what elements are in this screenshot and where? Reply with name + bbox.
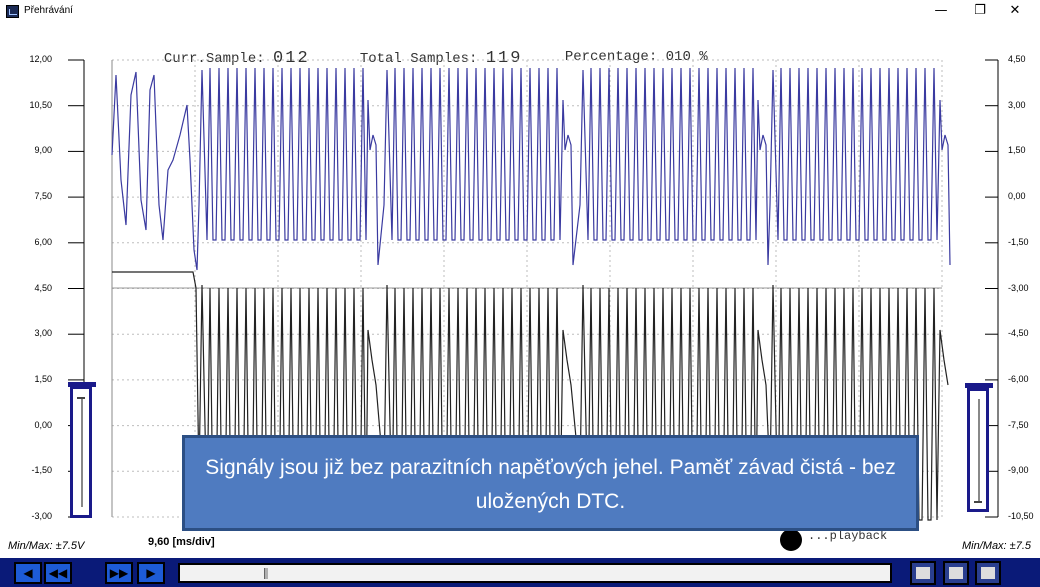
restore-button[interactable]: ❐	[974, 3, 986, 18]
right-tick-label: -6,00	[1008, 373, 1029, 384]
right-tick-label: -3,00	[1008, 282, 1029, 293]
right-tick-label: -4,50	[1008, 328, 1029, 339]
left-tick-label: 4,50	[34, 282, 52, 293]
right-slider-cap	[965, 383, 993, 388]
timebase-label: 9,60 [ms/div]	[148, 536, 215, 548]
left-slider-cap	[68, 382, 96, 387]
left-tick-label: 7,50	[34, 191, 52, 202]
save-icon[interactable]	[910, 561, 936, 585]
fast-forward-button[interactable]: ▶▶	[105, 562, 133, 584]
percentage-value: 010 %	[665, 49, 708, 65]
left-tick-label: 0,00	[34, 419, 52, 430]
left-tick-label: 3,00	[34, 328, 52, 339]
minmax-left: Min/Max: ±7.5V	[8, 540, 85, 552]
close-button[interactable]: ✕	[1009, 3, 1021, 18]
left-level-slider[interactable]	[70, 386, 92, 518]
left-slider-track	[81, 397, 83, 507]
rewind-button[interactable]: ◀	[14, 562, 42, 584]
left-tick-label: 12,00	[29, 54, 52, 64]
total-samples-value: 119	[485, 49, 523, 68]
caption-box: Signály jsou již bez parazitních napěťov…	[182, 435, 919, 531]
scrubber-handle[interactable]	[264, 568, 268, 579]
table-icon[interactable]	[943, 561, 969, 585]
window-title: Přehrávání	[24, 5, 73, 16]
right-tick-label: -10,50	[1008, 511, 1034, 521]
channel-1-trace	[111, 67, 951, 271]
minimize-button[interactable]: —	[934, 3, 948, 18]
curr-sample-label: Curr.Sample:	[163, 51, 265, 67]
total-samples: Total Samples: 119	[343, 33, 522, 68]
left-tick-label: -1,50	[31, 465, 52, 476]
right-tick-label: 3,00	[1008, 99, 1026, 110]
curr-sample-value: 012	[273, 49, 310, 68]
curr-sample: Curr.Sample: 012	[147, 33, 310, 68]
right-slider-handle[interactable]	[974, 501, 982, 503]
export-icon[interactable]	[975, 561, 1001, 585]
right-tick-label: -9,00	[1008, 465, 1029, 476]
total-samples-label: Total Samples:	[359, 51, 478, 67]
percentage-label: Percentage:	[564, 49, 658, 65]
left-slider-handle[interactable]	[77, 397, 85, 399]
left-tick-label: 1,50	[34, 373, 52, 384]
left-tick-label: 10,50	[29, 99, 52, 110]
right-tick-label: -1,50	[1008, 236, 1029, 247]
title-bar: Přehrávání — ❐ ✕	[0, 0, 1040, 23]
left-tick-label: -3,00	[31, 511, 52, 521]
right-tick-label: -7,50	[1008, 419, 1029, 430]
right-slider-track	[978, 399, 980, 503]
left-tick-label: 6,00	[34, 236, 52, 247]
minmax-right: Min/Max: ±7.5	[962, 540, 1032, 552]
playback-scrubber[interactable]	[178, 563, 892, 583]
play-button[interactable]: ▶	[137, 562, 165, 584]
right-tick-label: 0,00	[1008, 191, 1026, 202]
playback-indicator-icon	[780, 529, 802, 551]
left-tick-label: 9,00	[34, 145, 52, 156]
app-icon	[6, 5, 19, 18]
right-level-slider[interactable]	[967, 388, 989, 512]
right-tick-label: 4,50	[1008, 54, 1026, 64]
fast-back-button[interactable]: ◀◀	[44, 562, 72, 584]
right-tick-label: 1,50	[1008, 145, 1026, 156]
playback-label: ...playback	[808, 529, 888, 543]
percentage: Percentage: 010 %	[548, 33, 708, 65]
